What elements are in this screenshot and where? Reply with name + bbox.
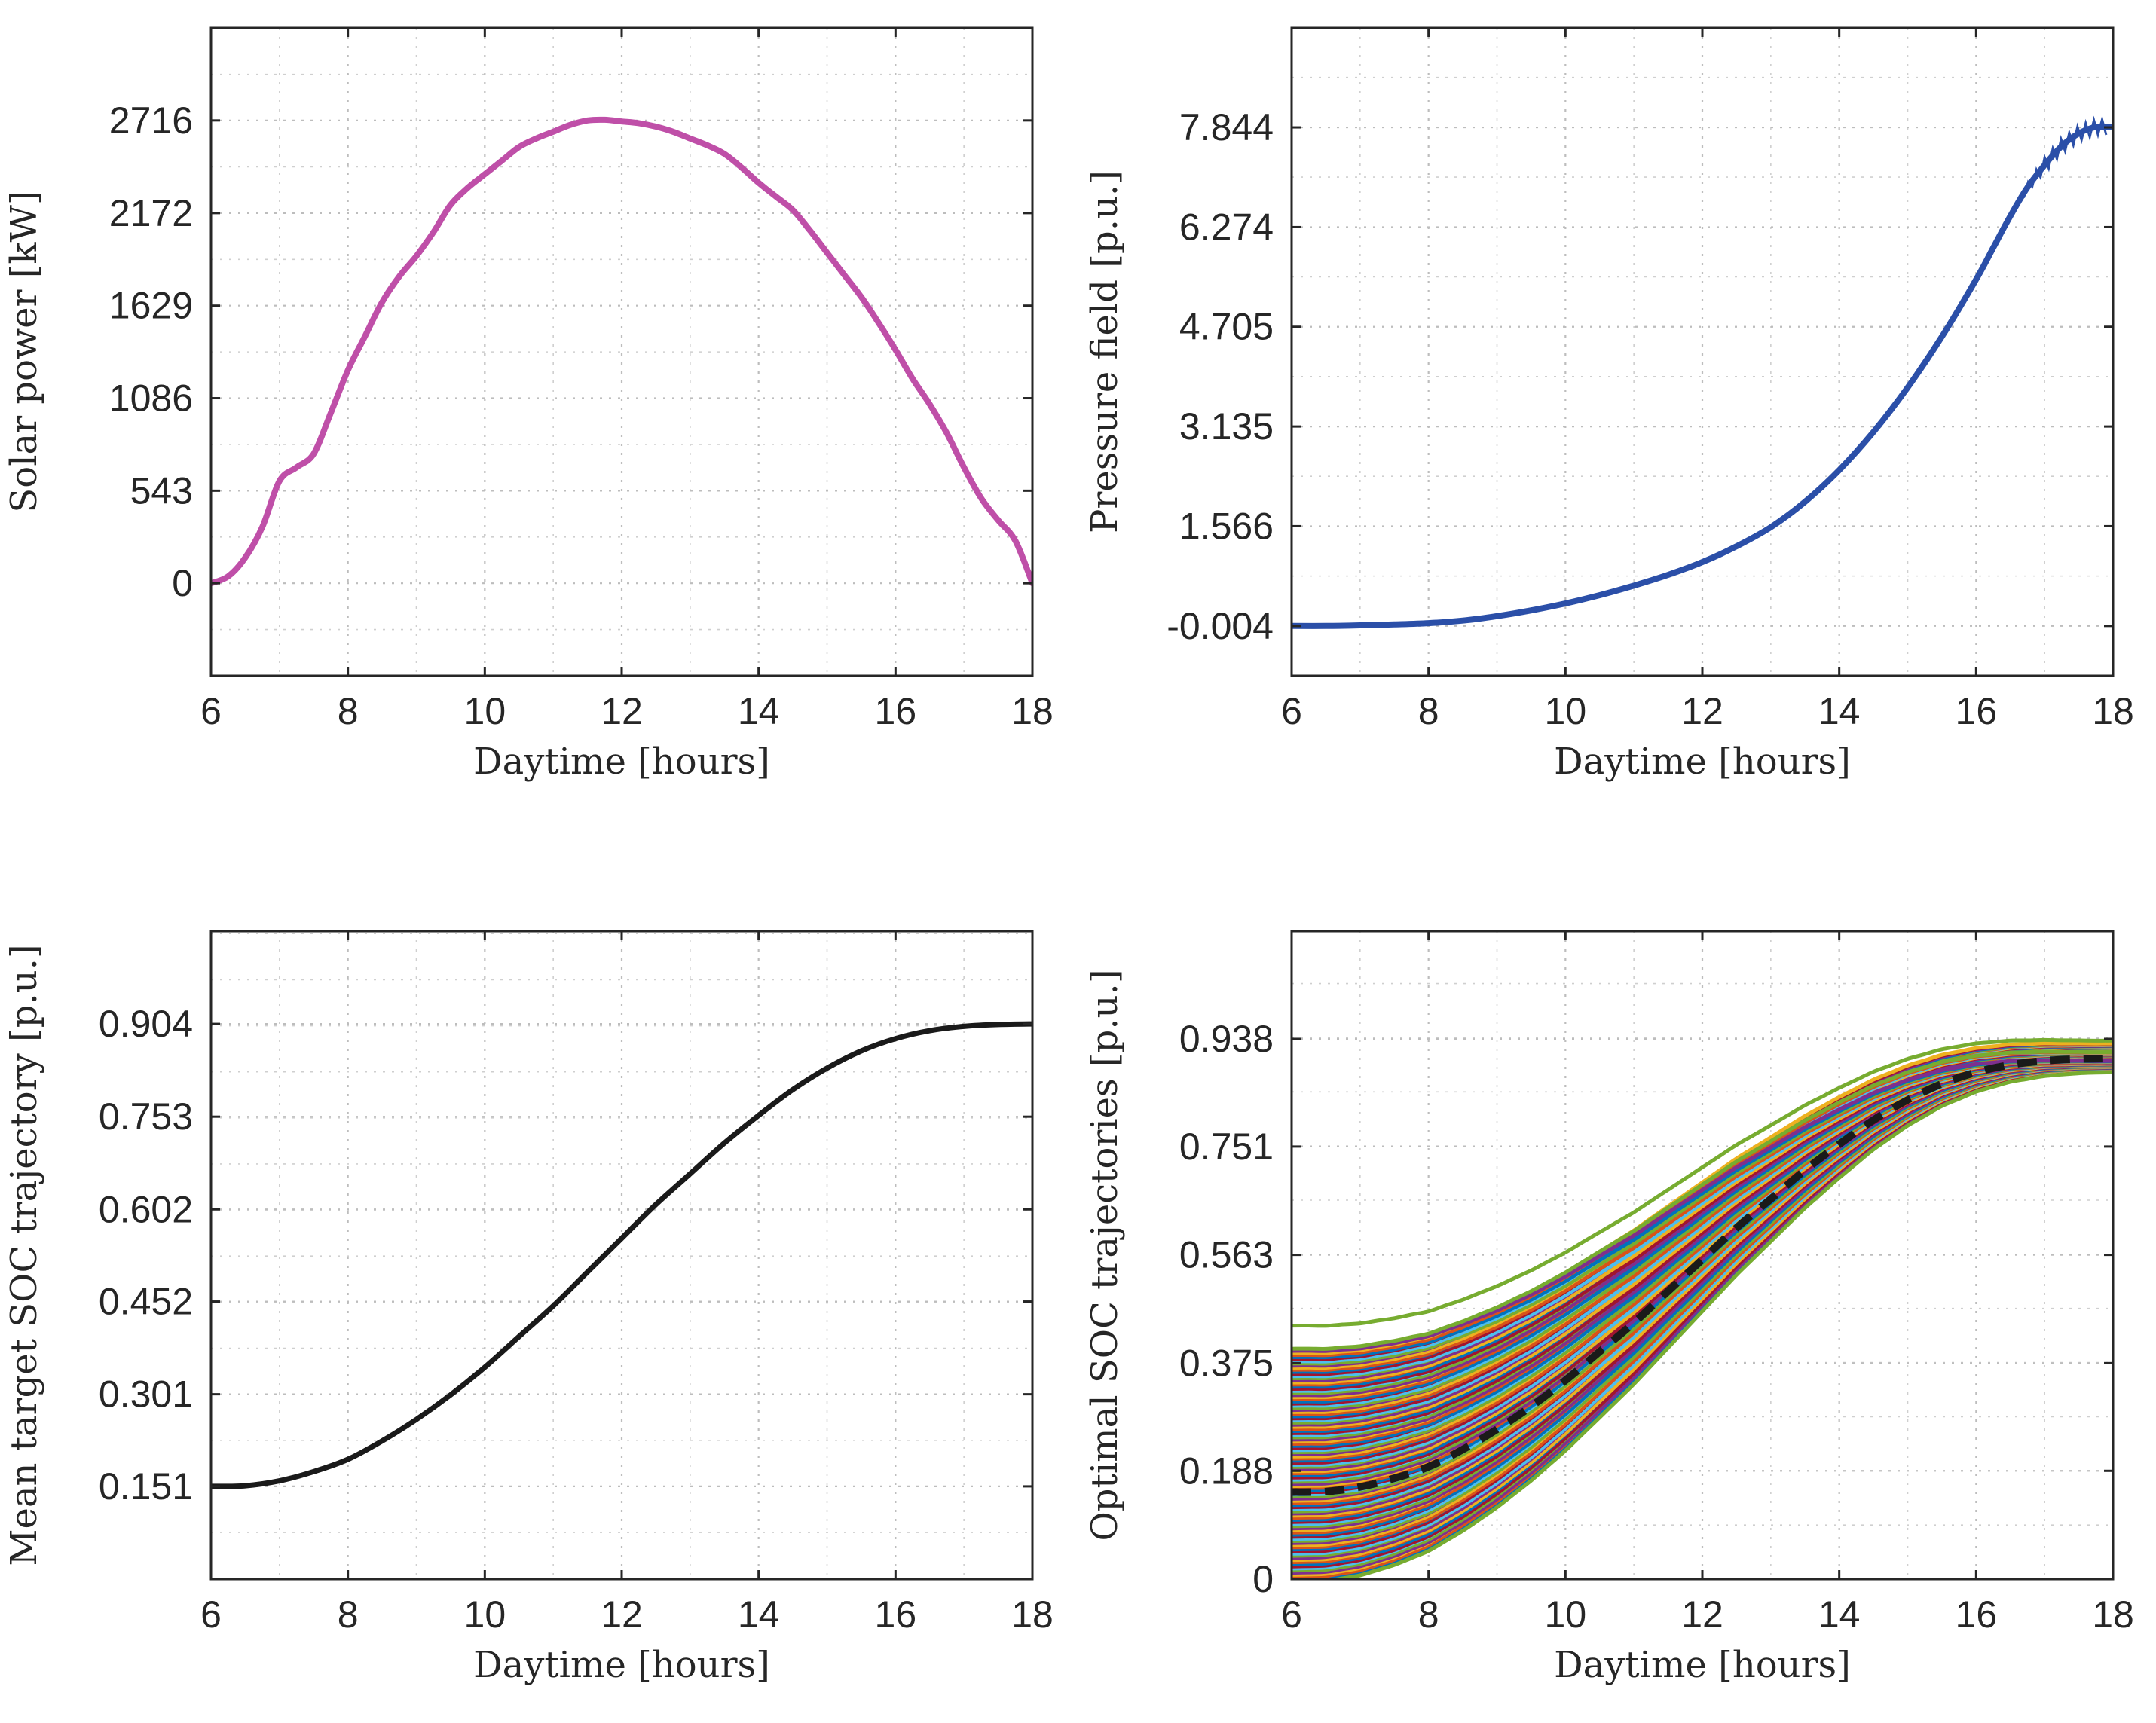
x-tick-label: 14	[738, 1593, 780, 1636]
x-tick-label: 12	[601, 690, 643, 732]
y-tick-label: 543	[130, 469, 193, 512]
plot-area	[211, 1021, 1032, 1489]
grid	[211, 931, 1032, 1579]
x-tick-label: 12	[601, 1593, 643, 1636]
ticks: 6 8 10 12 14 16 18 0 543 1086 1629 2172 2716	[109, 28, 1054, 732]
y-axis-label: Mean target SOC trajectory [p.u.]	[3, 944, 45, 1566]
x-tick-label: 18	[1011, 690, 1054, 732]
chart-panel-3: 6 8 10 12 14 16 18 0.151 0.301 0.452 0.602 0.753 0.9…	[3, 930, 1054, 1686]
y-tick-label: 0.904	[99, 1003, 193, 1045]
x-tick-label: 10	[1545, 690, 1587, 732]
x-tick-label: 6	[1281, 1593, 1302, 1636]
soc-trajectory-line	[1326, 1070, 2113, 1579]
ticks: 6 8 10 12 14 16 18 -0.004 1.566 3.135 4.705 6.274 7.…	[1167, 28, 2134, 732]
axes-frame	[209, 930, 1034, 1581]
x-tick-label: 6	[200, 1593, 222, 1636]
ensemble-trajectories	[1292, 1037, 2113, 1579]
plot-area	[211, 116, 1032, 587]
x-tick-label: 12	[1681, 690, 1723, 732]
y-tick-label: 1.566	[1179, 505, 1274, 547]
chart-panel-4: 6 8 10 12 14 16 18 0 0.188 0.375 0.563 0.751 0.938 Da…	[1084, 930, 2134, 1686]
y-tick-label: 1629	[109, 285, 193, 327]
x-tick-label: 16	[875, 1593, 917, 1636]
mean-soc-dashed-line	[1292, 1054, 2113, 1496]
grid	[211, 27, 1032, 676]
y-tick-label: 0.563	[1179, 1234, 1274, 1276]
y-tick-label: 1086	[109, 377, 193, 420]
ticks: 6 8 10 12 14 16 18 0.151 0.301 0.452 0.602 0.753 0.9…	[99, 931, 1054, 1636]
y-tick-label: 3.135	[1179, 405, 1274, 448]
y-tick-label: 2716	[109, 99, 193, 142]
x-tick-label: 10	[1545, 1593, 1587, 1636]
x-tick-label: 6	[1281, 690, 1302, 732]
y-axis-label: Solar power [kW]	[3, 191, 45, 512]
y-axis-label: Pressure field [p.u.]	[1084, 170, 1126, 533]
plot-area	[1292, 115, 2113, 629]
y-tick-label: 2172	[109, 192, 193, 234]
y-tick-label: 0.188	[1179, 1450, 1274, 1492]
x-tick-label: 14	[738, 690, 780, 732]
y-axis-label: Optimal SOC trajectories [p.u.]	[1084, 969, 1126, 1541]
x-tick-label: 16	[1956, 690, 1998, 732]
y-tick-label: 4.705	[1179, 306, 1274, 348]
x-tick-label: 8	[1418, 690, 1439, 732]
x-tick-label: 18	[1011, 1593, 1054, 1636]
y-tick-label: 0.753	[99, 1095, 193, 1138]
ticks: 6 8 10 12 14 16 18 0 0.188 0.375 0.563 0.751 0.938	[1179, 931, 2134, 1636]
plot-area	[1292, 1037, 2113, 1579]
x-tick-label: 14	[1818, 1593, 1861, 1636]
x-tick-label: 8	[1418, 1593, 1439, 1636]
y-tick-label: 0.151	[99, 1465, 193, 1508]
x-axis-label: Daytime [hours]	[1554, 1644, 1851, 1686]
y-tick-label: 7.844	[1179, 106, 1274, 148]
series-line	[211, 116, 1032, 587]
series-oscillation-line	[2002, 115, 2108, 230]
x-tick-label: 16	[875, 690, 917, 732]
x-tick-label: 14	[1818, 690, 1861, 732]
y-tick-label: 0.301	[99, 1373, 193, 1416]
y-tick-label: 0.452	[99, 1281, 193, 1323]
chart-panel-2: 6 8 10 12 14 16 18 -0.004 1.566 3.135 4.705 6.274 7.…	[1084, 26, 2134, 783]
soc-trajectory-line	[1292, 1049, 2113, 1351]
chart-panel-1: 6 8 10 12 14 16 18 0 543 1086 1629 2172 2716 Daytime …	[3, 26, 1054, 783]
x-tick-label: 10	[464, 690, 506, 732]
y-tick-label: -0.004	[1167, 605, 1274, 647]
x-tick-label: 16	[1956, 1593, 1998, 1636]
x-tick-label: 8	[338, 690, 359, 732]
y-tick-label: 0.751	[1179, 1126, 1274, 1168]
x-tick-label: 8	[338, 1593, 359, 1636]
x-tick-label: 18	[2092, 690, 2134, 732]
axes-frame	[1290, 26, 2115, 677]
x-axis-label: Daytime [hours]	[473, 1644, 770, 1686]
y-tick-label: 0.602	[99, 1188, 193, 1230]
y-tick-label: 0	[172, 562, 193, 604]
x-tick-label: 6	[200, 690, 222, 732]
y-tick-label: 0	[1252, 1558, 1274, 1600]
series-line	[211, 1021, 1032, 1489]
y-tick-label: 0.375	[1179, 1342, 1274, 1384]
y-tick-label: 6.274	[1179, 206, 1274, 248]
x-axis-label: Daytime [hours]	[1554, 741, 1851, 783]
soc-trajectory-line	[1292, 1037, 2113, 1328]
x-axis-label: Daytime [hours]	[473, 741, 770, 783]
grid	[1292, 28, 2113, 677]
soc-trajectory-line	[1292, 1058, 2113, 1353]
x-tick-label: 12	[1681, 1593, 1723, 1636]
x-tick-label: 10	[464, 1593, 506, 1636]
x-tick-label: 18	[2092, 1593, 2134, 1636]
y-tick-label: 0.938	[1179, 1018, 1274, 1060]
